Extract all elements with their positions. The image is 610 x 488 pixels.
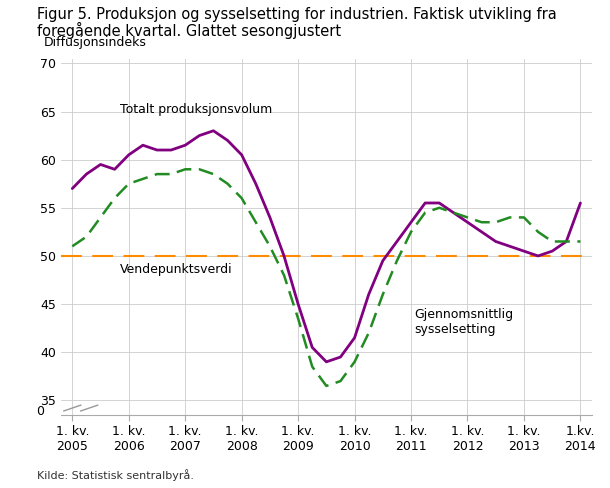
Text: Diffusjonsindeks: Diffusjonsindeks	[44, 36, 147, 49]
Text: Kilde: Statistisk sentralbyrå.: Kilde: Statistisk sentralbyrå.	[37, 469, 193, 481]
Text: 0: 0	[36, 406, 44, 418]
Text: foregående kvartal. Glattet sesongjustert: foregående kvartal. Glattet sesongjuster…	[37, 22, 341, 39]
Text: Vendepunktsverdi: Vendepunktsverdi	[120, 263, 233, 276]
Text: Totalt produksjonsvolum: Totalt produksjonsvolum	[120, 103, 273, 117]
Text: Gjennomsnittlig
sysselsetting: Gjennomsnittlig sysselsetting	[414, 308, 513, 336]
Text: Figur 5. Produksjon og sysselsetting for industrien. Faktisk utvikling fra: Figur 5. Produksjon og sysselsetting for…	[37, 7, 556, 22]
